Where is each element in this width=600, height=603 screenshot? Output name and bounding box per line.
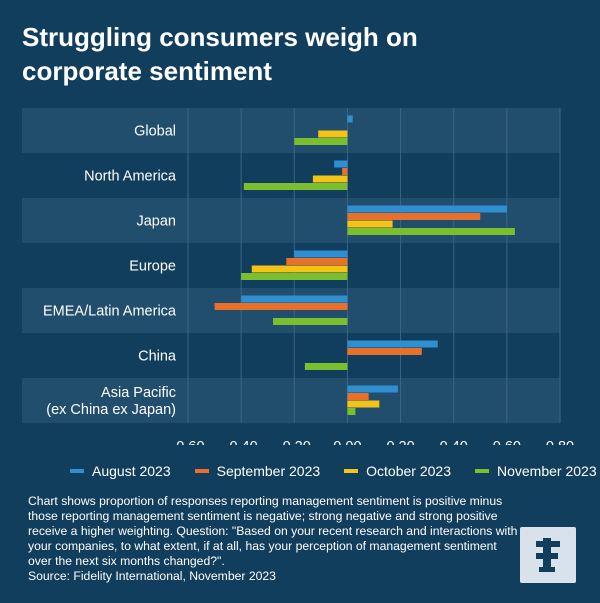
bar-november-1 — [243, 183, 348, 190]
bar-august-3 — [294, 250, 348, 258]
bar-september-3 — [286, 258, 348, 265]
category-label-4: EMEA/Latin America — [43, 304, 177, 320]
bar-august-4 — [241, 295, 348, 303]
bar-october-1 — [312, 175, 348, 183]
legend-item-october: October 2023 — [344, 463, 451, 479]
category-label-3: Europe — [129, 259, 176, 275]
bar-october-2 — [347, 220, 393, 228]
legend-item-september: September 2023 — [194, 463, 321, 479]
bar-november-5 — [304, 363, 348, 370]
bar-november-4 — [273, 318, 348, 325]
legend-label-november: November 2023 — [497, 463, 597, 479]
row-band-0 — [22, 108, 560, 153]
bar-november-3 — [241, 273, 348, 280]
chart-footnote: Chart shows proportion of responses repo… — [28, 494, 518, 584]
row-band-6 — [22, 378, 560, 423]
x-tick-label-1: -0.40 — [225, 439, 258, 445]
bar-august-1 — [334, 160, 348, 168]
fidelity-f-icon — [536, 538, 560, 572]
title-line-2: corporate sentiment — [22, 56, 272, 86]
legend-item-november: November 2023 — [475, 463, 597, 479]
bar-august-5 — [347, 340, 438, 348]
category-label-5: China — [138, 349, 177, 365]
bar-october-3 — [251, 265, 348, 273]
legend-label-august: August 2023 — [92, 463, 171, 479]
legend-item-august: August 2023 — [70, 463, 171, 479]
x-tick-label-7: 0.80 — [546, 439, 574, 445]
category-label-2: Japan — [136, 214, 176, 230]
legend-swatch-october — [344, 469, 359, 473]
x-tick-label-0: -0.60 — [171, 439, 204, 445]
methodology-note: Chart shows proportion of responses repo… — [28, 494, 518, 568]
legend-swatch-september — [194, 469, 209, 473]
legend-label-september: September 2023 — [216, 463, 321, 479]
bar-november-2 — [347, 228, 515, 235]
x-tick-label-6: 0.60 — [493, 439, 521, 445]
x-tick-label-4: 0.20 — [386, 439, 414, 445]
bar-september-4 — [214, 303, 348, 310]
category-label-6: Asia Pacific (ex China ex Japan) — [46, 385, 176, 418]
bar-september-6 — [347, 393, 369, 400]
category-label-1: North America — [84, 169, 177, 185]
chart-title: Struggling consumers weigh on corporate … — [22, 20, 582, 88]
category-label-0: Global — [134, 124, 176, 140]
legend-label-october: October 2023 — [366, 463, 451, 479]
x-tick-label-5: 0.40 — [440, 439, 468, 445]
source-note: Source: Fidelity International, November… — [28, 569, 276, 583]
legend-swatch-november — [475, 469, 489, 473]
bar-october-0 — [318, 130, 348, 138]
bar-august-0 — [347, 115, 353, 123]
row-band-2 — [22, 198, 560, 243]
fidelity-logo — [520, 527, 576, 583]
bar-chart: Global North America Japan Europe EMEA/Latin… — [22, 108, 574, 445]
title-line-1: Struggling consumers weigh on — [22, 22, 418, 52]
bar-august-6 — [347, 385, 398, 393]
bar-november-6 — [347, 408, 356, 415]
bar-august-2 — [347, 205, 507, 213]
bar-october-6 — [347, 400, 380, 408]
bar-september-5 — [347, 348, 422, 355]
chart-legend: August 2023 September 2023 October 2023 … — [70, 463, 597, 479]
legend-swatch-august — [70, 469, 84, 473]
bar-september-1 — [342, 168, 348, 175]
bar-september-2 — [347, 213, 481, 220]
bar-november-0 — [294, 138, 348, 145]
x-tick-label-3: 0.00 — [333, 439, 361, 445]
x-tick-label-2: -0.20 — [278, 439, 311, 445]
